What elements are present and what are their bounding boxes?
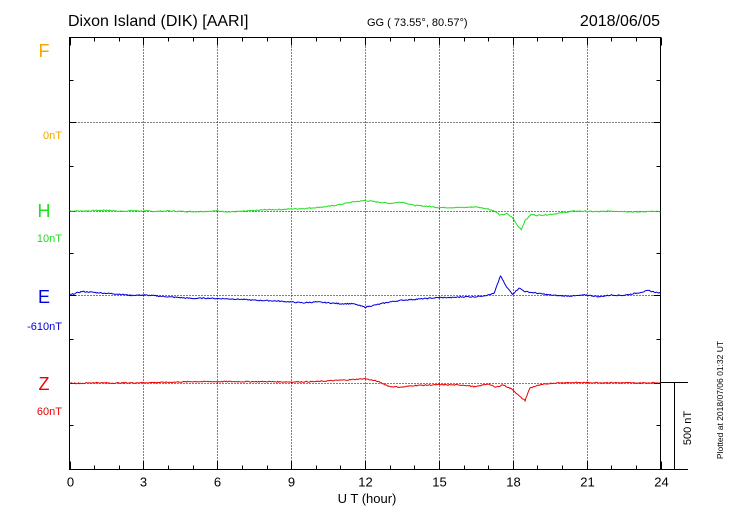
plotted-note: Plotted at 2018/07/06 01:32 UT	[715, 341, 725, 459]
x-tick-label: 18	[506, 475, 520, 490]
series-labels: F 0nT H 10nT E -610nT Z 60nT	[27, 41, 62, 418]
x-tick-label: 12	[358, 475, 372, 490]
series-name-label: E	[38, 287, 50, 307]
station-title: Dixon Island (DIK) [AARI]	[68, 13, 249, 30]
date-label: 2018/06/05	[580, 13, 660, 30]
scale-bar	[660, 382, 688, 470]
series-line-e	[69, 275, 661, 309]
coords-label: GG ( 73.55°, 80.57°)	[367, 17, 468, 29]
x-tick-label: 0	[67, 475, 74, 490]
x-axis-title: U T (hour)	[338, 491, 397, 506]
x-tick-label: 24	[654, 475, 668, 490]
x-tick-label: 21	[580, 475, 594, 490]
series-baseline-label: -610nT	[27, 321, 62, 333]
series-baseline-label: 0nT	[43, 130, 62, 142]
series-name-label: F	[39, 41, 50, 61]
scale-bar-label: 500 nT	[682, 411, 694, 446]
x-axis-ticks: 0 3 6 9 12 15 18 21 24	[67, 37, 669, 490]
series-line-z	[69, 377, 661, 403]
x-tick-label: 3	[140, 475, 147, 490]
series-line-h	[69, 199, 661, 231]
series-name-label: H	[38, 201, 51, 221]
x-tick-label: 9	[288, 475, 295, 490]
series-baseline-label: 60nT	[37, 406, 62, 418]
grid	[69, 37, 661, 470]
x-tick-label: 6	[214, 475, 221, 490]
series-baseline-label: 10nT	[37, 233, 62, 245]
series-lines	[69, 199, 661, 403]
series-name-label: Z	[39, 374, 50, 394]
x-tick-label: 15	[432, 475, 446, 490]
